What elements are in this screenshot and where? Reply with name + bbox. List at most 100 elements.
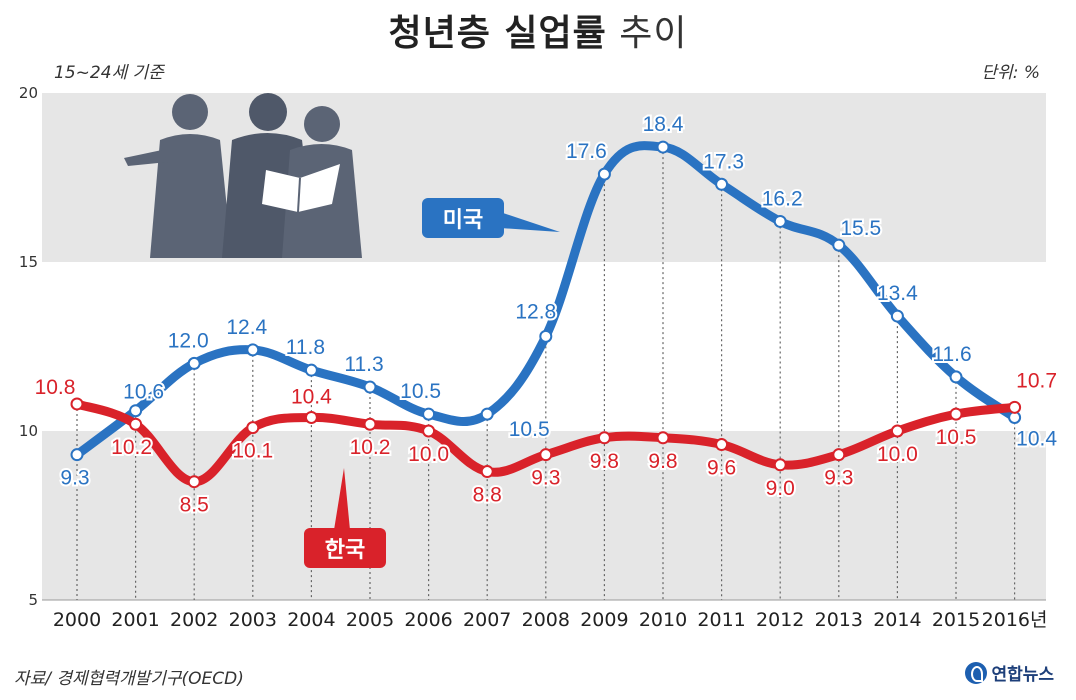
label-us-2005: 11.3 [344,353,383,376]
label-korea-2015: 10.5 [936,426,977,449]
tag-kr-label: 한국 [325,538,365,563]
label-us-2000: 9.3 [60,467,89,490]
point-korea-2015 [949,407,963,421]
x-tick-2010: 2010 [639,609,687,631]
title-main: 청년층 실업률 [388,13,607,54]
point-korea-2012 [773,458,787,472]
x-axis-ticks: 2000 2001 2002 2003 2004 2005 2006 2007 2008 2009… [53,609,1048,631]
y-tick-20: 20 [19,84,38,102]
point-korea-2002 [187,475,201,489]
point-us-2013 [832,238,846,252]
label-korea-2014: 10.0 [877,443,918,466]
business-people-silhouette-icon [124,93,362,258]
yonhap-logo-text: 연합뉴스 [991,665,1054,685]
unit-label: 단위: % [981,63,1040,83]
label-korea-2008: 9.3 [531,467,560,490]
tag-kr-pointer [334,468,350,530]
point-us-2012 [773,214,787,228]
label-korea-2006: 10.0 [408,443,449,466]
yonhap-logo: 연합뉴스 [965,660,1054,685]
point-us-2005 [363,380,377,394]
x-tick-2000: 2000 [53,609,101,631]
label-korea-2000: 10.8 [35,376,76,399]
y-tick-15: 15 [19,253,38,271]
x-tick-2013: 2013 [815,609,863,631]
x-tick-2012: 2012 [756,609,804,631]
point-us-2009 [597,167,611,181]
label-korea-2012: 9.0 [766,477,795,500]
label-us-2003: 12.4 [226,316,267,339]
point-korea-2008 [539,448,553,462]
point-us-2000 [70,448,84,462]
point-korea-2013 [832,448,846,462]
x-tick-2004: 2004 [287,609,335,631]
label-korea-2007: 8.8 [473,484,502,507]
point-us-2008 [539,329,553,343]
label-us-2004: 11.8 [286,336,325,359]
label-us-2010: 18.4 [643,113,684,136]
point-korea-2003 [246,421,260,435]
yonhap-logo-icon [965,661,988,684]
label-us-2006: 10.5 [400,380,441,403]
point-us-2007 [480,407,494,421]
point-us-2011 [715,177,729,191]
label-us-2014: 13.4 [877,282,918,305]
age-basis-note: 15~24세 기준 [54,63,164,83]
label-korea-2013: 9.3 [824,467,853,490]
x-tick-2014: 2014 [873,609,921,631]
point-us-2003 [246,343,260,357]
label-us-2001: 10.6 [123,381,164,404]
point-us-2015 [949,370,963,384]
x-tick-2007: 2007 [463,609,511,631]
point-us-2002 [187,356,201,370]
label-us-2007: 10.5 [509,418,550,441]
label-korea-2010: 9.8 [648,450,677,473]
tag-kr-box [304,528,386,568]
label-korea-2003: 10.1 [232,440,273,463]
point-korea-2011 [715,438,729,452]
point-korea-2000 [70,397,84,411]
line-korea [72,399,1020,487]
y-tick-10: 10 [19,422,38,440]
x-tick-2003: 2003 [229,609,277,631]
point-korea-2007 [480,465,494,479]
series-us [70,140,1022,462]
point-korea-2014 [890,424,904,438]
point-korea-2010 [656,431,670,445]
point-us-2004 [304,363,318,377]
label-korea-2004: 10.4 [291,385,332,408]
point-korea-2006 [422,424,436,438]
x-tick-2009: 2009 [580,609,628,631]
series-korea [70,397,1022,489]
y-axis-ticks: 5 10 15 20 [19,84,38,609]
x-tick-2001: 2001 [111,609,159,631]
point-us-2006 [422,407,436,421]
label-korea-2011: 9.6 [707,457,736,480]
data-labels: 9.3 10.6 12.0 12.4 11.8 11.3 10.5 10.5 12.8 17.6 1… [33,111,1060,519]
x-tick-2015: 2015 [932,609,980,631]
point-korea-2004 [304,410,318,424]
vertical-guides [76,147,1016,600]
label-us-2009: 17.6 [566,140,607,163]
tag-us-box [422,198,504,238]
point-us-2014 [890,309,904,323]
x-tick-2008: 2008 [522,609,570,631]
point-us-2010 [656,140,670,154]
tag-us-pointer [500,212,560,232]
label-korea-2016년: 10.7 [1016,369,1057,392]
x-tick-2006: 2006 [404,609,452,631]
x-tick-2016년: 2016년 [982,609,1048,631]
point-korea-2001 [129,417,143,431]
y-tick-5: 5 [28,591,38,609]
label-korea-2002: 8.5 [180,494,209,517]
label-us-2012: 16.2 [762,187,803,210]
label-us-2002: 12.0 [168,329,209,352]
source-note: 자료/ 경제협력개발기구(OECD) [14,669,244,689]
label-us-2015: 11.6 [932,343,971,366]
label-korea-2009: 9.8 [590,450,619,473]
point-korea-2016년 [1008,400,1022,414]
tag-us-label: 미국 [443,208,483,233]
label-korea-2005: 10.2 [350,436,391,459]
